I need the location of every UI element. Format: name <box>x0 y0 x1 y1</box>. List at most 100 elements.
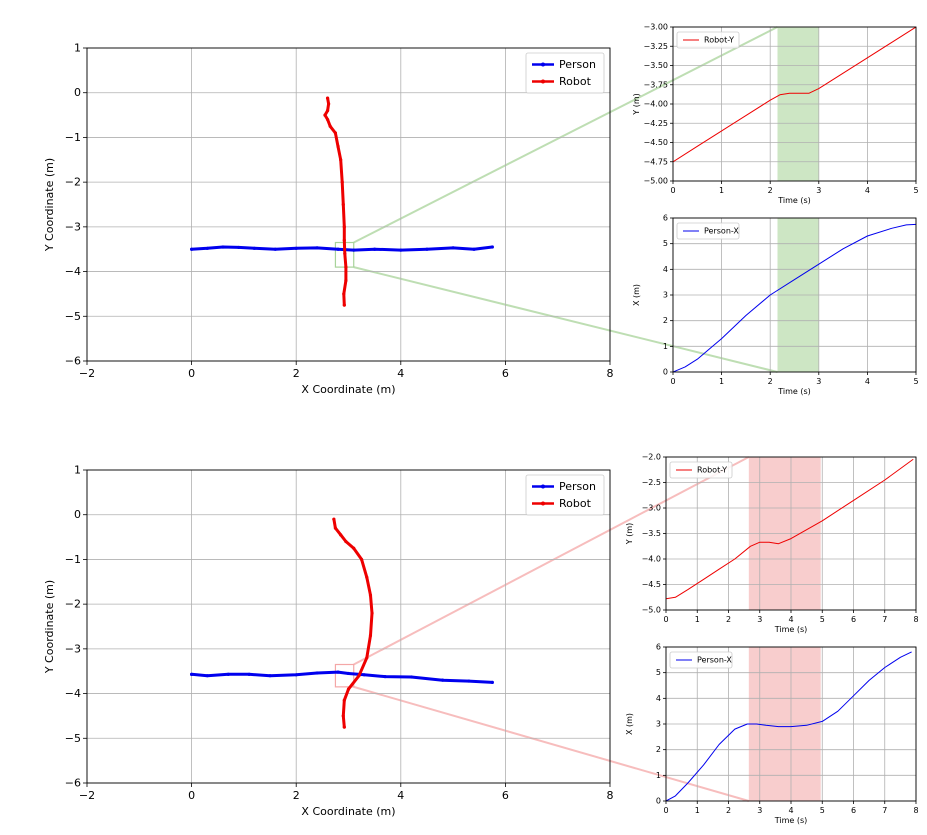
top-robot-y-ytick-label: −3.00 <box>643 23 668 32</box>
bottom-robot-y-xtick-label: 1 <box>695 615 700 624</box>
top-trajectory-legend-marker-person <box>541 62 545 67</box>
bottom-person-x-ytick-label: 4 <box>656 694 661 703</box>
top-trajectory-point-robot <box>341 202 345 207</box>
top-trajectory-point-robot <box>327 102 331 106</box>
top-trajectory-point-robot <box>325 109 330 113</box>
bottom-trajectory-ytick-label: 1 <box>74 464 81 477</box>
top-trajectory-point-robot <box>344 265 348 269</box>
bottom-person-x-xtick-label: 4 <box>788 806 793 815</box>
bottom-robot-y-ytick-label: −2.5 <box>642 478 661 487</box>
top-trajectory-xtick-label: 4 <box>397 367 404 380</box>
bottom-person-x-xtick-label: 2 <box>726 806 731 815</box>
bottom-person-x-xtick-label: 3 <box>757 806 762 815</box>
top-robot-y-xlabel: Time (s) <box>777 196 811 205</box>
top-robot-y-panel: 0 1 2 3 4 5 −3.00 −3.25 −3.50 −3.75 −4.00 −4.25 −4.5… <box>632 23 919 206</box>
top-robot-y-series-group <box>673 27 916 163</box>
bottom-trajectory-point-person <box>190 672 194 676</box>
bottom-trajectory-xlabel: X Coordinate (m) <box>301 805 395 818</box>
top-trajectory-legend-label-robot: Robot <box>559 75 592 88</box>
bottom-trajectory-ytick-label: −1 <box>65 553 81 566</box>
bottom-trajectory-ytick-label: −6 <box>65 777 81 790</box>
bottom-trajectory-point-person <box>336 670 340 674</box>
top-trajectory-ytick-label: −4 <box>65 265 81 278</box>
bottom-trajectory-point-person <box>205 674 209 678</box>
panels-layer: −2 0 2 4 6 810−1−2−3−4−5−6X Coordinate (m)Y C… <box>43 23 919 826</box>
top-trajectory-point-person <box>237 245 241 250</box>
top-trajectory-point-robot <box>339 158 343 162</box>
top-robot-y-ytick-label: −3.25 <box>643 42 668 51</box>
top-trajectory-point-robot <box>342 238 346 242</box>
bottom-robot-y-xtick-label: 8 <box>913 615 918 624</box>
bottom-person-x-ytick-label: 0 <box>656 797 661 806</box>
bottom-trajectory-point-robot <box>341 714 345 718</box>
bottom-person-x-xtick-label: 5 <box>820 806 825 815</box>
top-person-x-ylabel: X (m) <box>632 284 641 306</box>
bottom-robot-y-series-robot-y <box>666 459 914 600</box>
bottom-trajectory-point-robot <box>359 557 364 562</box>
top-trajectory-series-group <box>190 96 494 307</box>
bottom-robot-y-xlabel: Time (s) <box>774 625 808 634</box>
bottom-person-x-ytick-label: 6 <box>656 643 661 652</box>
top-trajectory-point-robot <box>325 117 330 122</box>
top-trajectory-point-person <box>425 247 429 251</box>
bottom-trajectory-legend-label-person: Person <box>559 480 596 493</box>
top-robot-y-ytick-label: −3.50 <box>643 61 668 70</box>
top-trajectory-point-person <box>490 245 494 249</box>
bottom-person-x-legend: Person-X <box>669 651 733 669</box>
top-robot-y-ytick-label: −3.75 <box>643 80 668 89</box>
top-person-x-xtick-label: 0 <box>670 377 675 386</box>
top-robot-y-xtick-label: 4 <box>865 186 870 195</box>
top-person-x-xtick-label: 1 <box>719 377 724 386</box>
top-trajectory-point-person <box>205 246 209 250</box>
top-trajectory-ytick-label: −5 <box>65 310 81 323</box>
top-trajectory-point-robot <box>344 278 348 283</box>
top-person-x-series-person-x <box>673 223 916 372</box>
top-robot-y-xtick-label: 2 <box>768 186 773 195</box>
top-trajectory-point-person <box>294 246 298 250</box>
top-trajectory-ytick-label: −3 <box>65 220 81 233</box>
top-trajectory-point-robot <box>333 131 338 135</box>
bottom-trajectory-legend-marker-person <box>541 484 545 489</box>
bottom-trajectory-point-robot <box>368 593 373 597</box>
bottom-trajectory-point-robot <box>339 533 343 537</box>
top-trajectory-ytick-label: −2 <box>65 176 81 189</box>
bottom-trajectory-connector-lower <box>353 685 750 802</box>
bottom-trajectory-ytick-label: −4 <box>65 687 81 700</box>
bottom-person-x-series-person-x <box>666 651 912 801</box>
bottom-trajectory-point-person <box>268 674 272 678</box>
bottom-trajectory-ylabel: Y Coordinate (m) <box>43 580 56 674</box>
bottom-person-x-ytick-label: 1 <box>656 771 661 780</box>
bottom-person-x-panel: 0 1 2 3 4 5 6 7 8 0 1 2 3 4 5 6 Time (s) X (m) Person-X <box>625 643 919 826</box>
bottom-trajectory-point-person <box>409 675 413 679</box>
bottom-robot-y-xtick-label: 5 <box>820 615 825 624</box>
bottom-person-x-series-group <box>666 651 912 801</box>
bottom-trajectory-point-person <box>346 671 351 676</box>
top-robot-y-ytick-label: −4.25 <box>643 119 668 128</box>
bottom-trajectory-series-person <box>190 670 494 684</box>
top-trajectory-xtick-label: −2 <box>79 367 95 380</box>
top-robot-y-ytick-label: −4.75 <box>643 157 668 166</box>
bottom-robot-y-ylabel: Y (m) <box>625 523 634 545</box>
bottom-trajectory-ytick-label: 0 <box>74 508 81 521</box>
bottom-person-x-xtick-label: 0 <box>663 806 668 815</box>
top-trajectory-ytick-label: 1 <box>74 42 81 55</box>
top-trajectory-series-person <box>190 245 494 252</box>
top-person-x-ytick-label: 1 <box>663 342 668 351</box>
top-trajectory-point-robot <box>328 124 332 128</box>
bottom-trajectory-point-robot <box>346 687 351 691</box>
top-person-x-xlabel: Time (s) <box>777 387 811 396</box>
top-trajectory-point-robot <box>336 144 340 148</box>
bottom-trajectory-point-person <box>362 673 366 677</box>
top-robot-y-xtick-label: 1 <box>719 186 724 195</box>
top-person-x-ytick-label: 5 <box>663 239 668 248</box>
top-trajectory-panel: −2 0 2 4 6 810−1−2−3−4−5−6X Coordinate (m)Y C… <box>43 42 614 397</box>
top-person-x-legend-box <box>676 222 740 240</box>
bottom-trajectory-point-robot <box>332 517 336 521</box>
top-robot-y-legend: Robot-Y <box>676 31 740 49</box>
bottom-robot-y-xtick-label: 3 <box>757 615 762 624</box>
top-trajectory-point-person <box>336 247 340 251</box>
bottom-trajectory-ytick-label: −2 <box>65 598 81 611</box>
bottom-robot-y-ytick-label: −4.5 <box>642 580 661 589</box>
top-person-x-xtick-label: 5 <box>913 377 918 386</box>
top-robot-y-ylabel: Y (m) <box>632 93 641 115</box>
